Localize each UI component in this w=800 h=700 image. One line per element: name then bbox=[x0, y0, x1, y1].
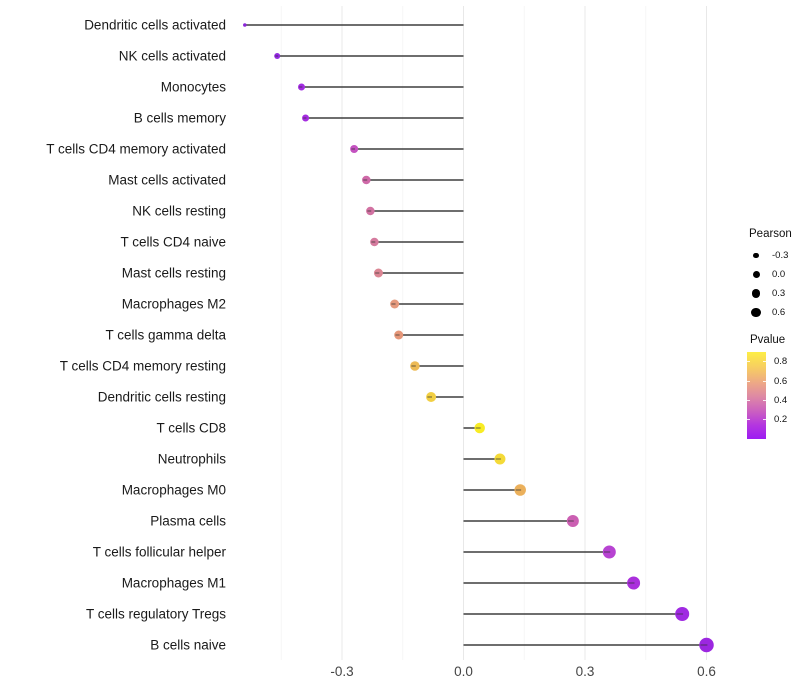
pvalue-color-legend: Pvalue 0.8 0.6 0.4 0.2 bbox=[747, 334, 788, 439]
y-axis-label: T cells CD4 naive bbox=[120, 235, 226, 250]
y-axis-label: T cells gamma delta bbox=[105, 328, 226, 343]
y-axis-label: Dendritic cells resting bbox=[98, 390, 226, 405]
pvalue-tick-label: 0.4 bbox=[774, 394, 788, 406]
y-axis-label: T cells follicular helper bbox=[93, 545, 227, 560]
pvalue-bar-tick bbox=[747, 361, 750, 363]
pvalue-legend-body: 0.8 0.6 0.4 0.2 bbox=[747, 352, 788, 439]
pearson-legend-label: 0.0 bbox=[772, 269, 786, 280]
pvalue-gradient-bar bbox=[747, 352, 766, 439]
pvalue-bar-tick bbox=[763, 361, 766, 363]
y-axis-label: NK cells resting bbox=[132, 204, 226, 219]
pearson-legend-entry: 0.0 bbox=[749, 265, 792, 284]
pearson-size-legend: Pearson -0.3 0.0 0.3 0.6 bbox=[749, 228, 792, 322]
pearson-legend-label: 0.6 bbox=[772, 307, 786, 318]
pvalue-bar-tick bbox=[747, 399, 750, 401]
pearson-legend-title: Pearson bbox=[749, 228, 792, 240]
y-axis-label: Neutrophils bbox=[158, 452, 227, 467]
y-axis-label: Plasma cells bbox=[150, 514, 226, 529]
pearson-legend-label: 0.3 bbox=[772, 288, 786, 299]
y-axis-label: Macrophages M1 bbox=[122, 576, 226, 591]
x-axis-tick-label: -0.3 bbox=[330, 664, 353, 679]
pvalue-bar-tick bbox=[763, 419, 766, 421]
y-axis-label: T cells CD4 memory activated bbox=[46, 142, 226, 157]
pvalue-legend-title: Pvalue bbox=[750, 334, 786, 346]
y-axis-label: B cells naive bbox=[150, 638, 226, 653]
y-axis-label: T cells CD4 memory resting bbox=[60, 359, 226, 374]
y-axis-label: T cells regulatory Tregs bbox=[86, 607, 226, 622]
pearson-legend-dot bbox=[751, 307, 761, 318]
y-axis-label: Macrophages M0 bbox=[122, 483, 226, 498]
pvalue-tick-label: 0.8 bbox=[774, 356, 788, 368]
pvalue-bar-tick bbox=[747, 419, 750, 421]
y-axis-label: B cells memory bbox=[134, 111, 227, 126]
y-axis-label: T cells CD8 bbox=[156, 421, 226, 436]
y-axis-label: Dendritic cells activated bbox=[84, 18, 226, 33]
lollipop-dot bbox=[243, 23, 247, 27]
pearson-legend-dot bbox=[751, 289, 761, 298]
y-axis-label: NK cells activated bbox=[119, 49, 226, 64]
pvalue-bar-tick bbox=[763, 399, 766, 401]
pearson-legend-label: -0.3 bbox=[772, 250, 789, 261]
pearson-legend-entry: 0.3 bbox=[749, 284, 792, 303]
pvalue-bar-tick bbox=[747, 380, 750, 382]
pearson-legend-entry: 0.6 bbox=[749, 303, 792, 322]
x-axis-tick-label: 0.3 bbox=[576, 664, 595, 679]
pearson-legend-dot bbox=[753, 252, 759, 259]
x-axis-tick-label: 0.0 bbox=[454, 664, 473, 679]
y-axis-label: Monocytes bbox=[161, 80, 227, 95]
x-axis-tick-label: 0.6 bbox=[697, 664, 716, 679]
pvalue-tick-label: 0.2 bbox=[774, 414, 788, 426]
pvalue-bar-tick bbox=[763, 380, 766, 382]
pearson-legend-entries: -0.3 0.0 0.3 0.6 bbox=[749, 246, 792, 322]
y-axis-label: Mast cells activated bbox=[108, 173, 226, 188]
y-axis-label: Macrophages M2 bbox=[122, 297, 226, 312]
y-axis-label: Mast cells resting bbox=[122, 266, 226, 281]
pearson-legend-dot bbox=[752, 271, 760, 278]
pearson-legend-entry: -0.3 bbox=[749, 246, 792, 265]
pvalue-tick-label: 0.6 bbox=[774, 375, 788, 387]
